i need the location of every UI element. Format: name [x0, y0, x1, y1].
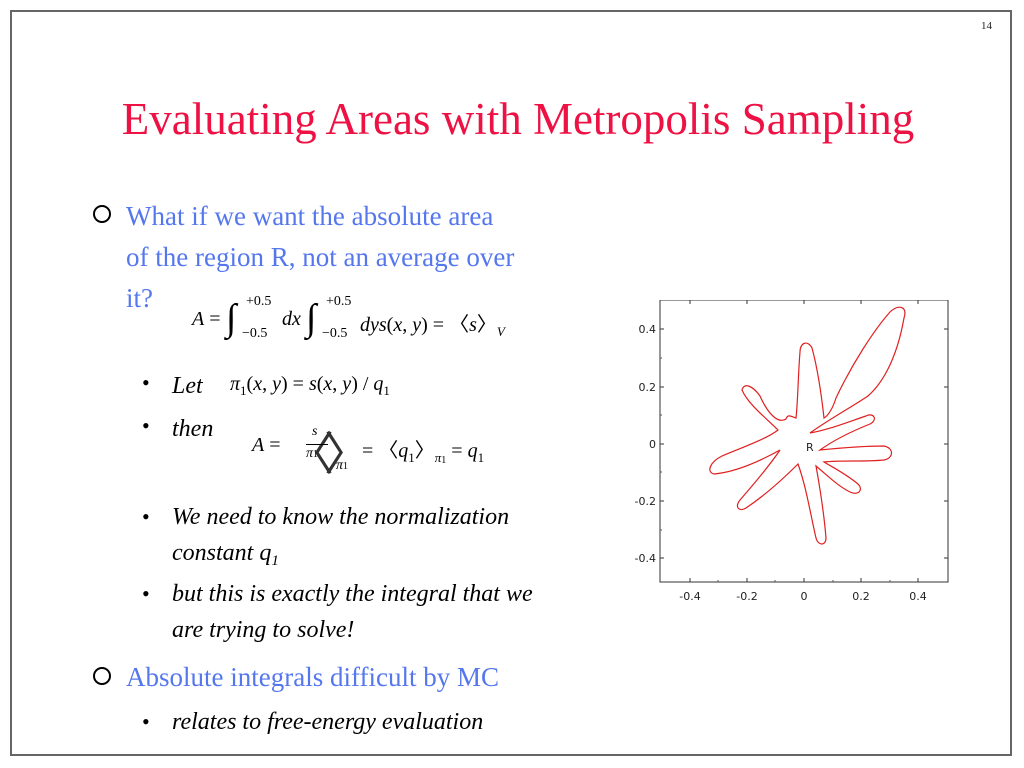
x-tick-label: 0	[801, 590, 808, 603]
bullet-text-line: of the region R, not an average over	[126, 242, 515, 272]
then-text: then	[172, 416, 214, 442]
y-tick-label: -0.4	[635, 552, 656, 565]
sub-bullet-dot: •	[142, 504, 150, 529]
x-tick-label: 0.2	[852, 590, 870, 603]
sub-bullet-dot: •	[142, 413, 150, 438]
page-number: 14	[981, 20, 992, 32]
circle-bullet-icon	[93, 205, 111, 223]
y-tick-label: 0.2	[639, 381, 657, 394]
bullet-text-line: Absolute integrals difficult by MC	[126, 662, 499, 692]
region-plot: 0.4 0.2 0 -0.2 -0.4 -0.4 -0.2 0 0.2 0.4 …	[635, 300, 949, 603]
sub-bullet-text-line: but this is exactly the integral that we	[172, 581, 533, 607]
y-tick-label: 0	[649, 438, 656, 451]
y-tick-label: -0.2	[635, 495, 656, 508]
x-tick-label: -0.4	[679, 590, 700, 603]
slide	[10, 10, 1012, 756]
region-label: R	[806, 441, 814, 454]
area-normalization-equation: A = 〈 s π1 〉 π1 = 〈q1〉π1 = q1	[252, 424, 485, 480]
region-r-outline	[709, 306, 906, 545]
sub-bullet-text-line: We need to know the normalization	[172, 504, 510, 530]
x-tick-label: -0.2	[736, 590, 757, 603]
x-tick-label: 0.4	[909, 590, 927, 603]
sub-bullet-dot: •	[142, 709, 150, 734]
slide-title: Evaluating Areas with Metropolis Samplin…	[121, 94, 915, 144]
y-tick-label: 0.4	[639, 323, 657, 336]
sub-bullet-text-line: constant q1	[172, 540, 279, 569]
sub-bullet-dot: •	[142, 370, 150, 395]
area-integral-equation: A = ∫ +0.5 −0.5 dx ∫ +0.5 −0.5 dys(x, y)…	[192, 294, 505, 341]
sub-bullet-text-line: relates to free-energy evaluation	[172, 709, 484, 735]
bullet-text-line: it?	[126, 283, 153, 313]
sub-bullet-text-line: are trying to solve!	[172, 617, 355, 643]
plot-frame	[659, 300, 949, 583]
bullet-text-line: What if we want the absolute area	[126, 201, 494, 231]
circle-bullet-icon	[93, 667, 111, 685]
sub-bullet-dot: •	[142, 581, 150, 606]
pi-definition-equation: π1(x, y) = s(x, y) / q1	[230, 373, 390, 398]
let-text: Let	[172, 373, 203, 399]
